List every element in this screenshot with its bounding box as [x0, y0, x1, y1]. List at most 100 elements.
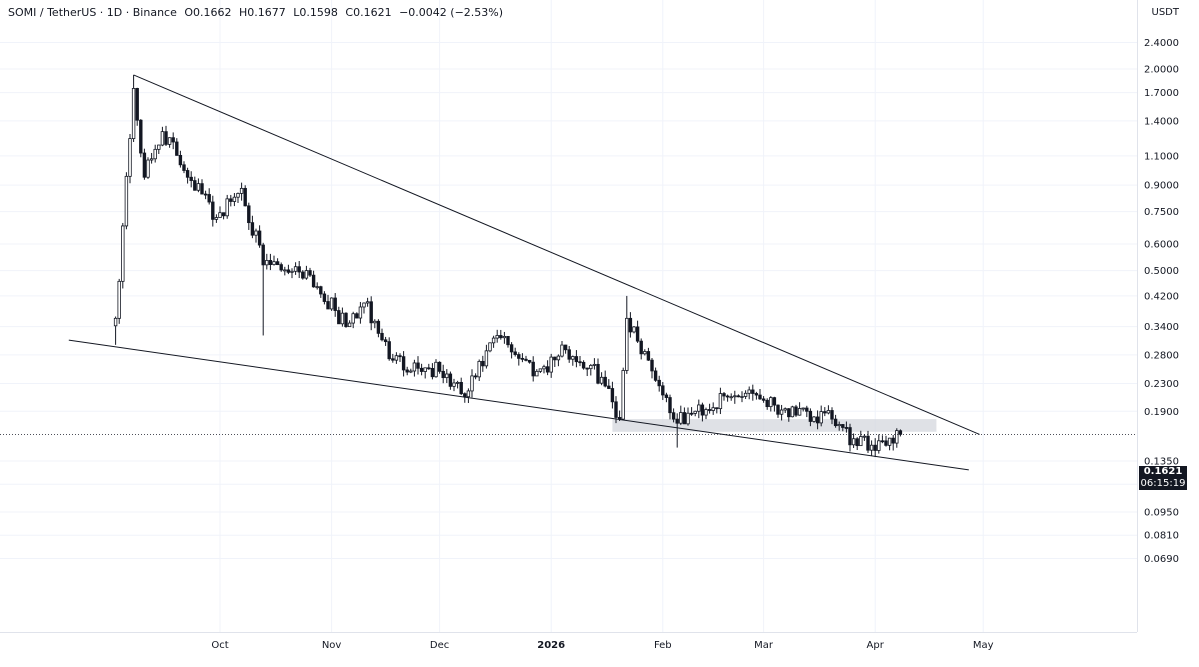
- candle-body-up: [592, 363, 597, 366]
- candle-body-up: [589, 365, 593, 370]
- candle-body-down: [427, 367, 431, 370]
- time-tick-label: Mar: [754, 640, 774, 651]
- candle-body-up: [347, 322, 352, 328]
- candle: [668, 394, 672, 420]
- candle-body-up: [556, 355, 561, 361]
- candle-body-down: [664, 394, 669, 398]
- candle: [855, 437, 859, 451]
- time-tick-label: Apr: [867, 640, 885, 651]
- candle-body-up: [113, 317, 118, 327]
- candle-body-up: [160, 131, 165, 146]
- candle-body-down: [247, 205, 251, 224]
- candle: [380, 328, 384, 342]
- candle: [556, 354, 561, 367]
- candle-body-down: [135, 88, 139, 121]
- candle-body-down: [448, 373, 453, 387]
- candle: [653, 367, 658, 382]
- candle: [628, 312, 633, 338]
- candle-body-down: [513, 351, 517, 355]
- candle: [477, 359, 481, 381]
- candle-body-up: [283, 269, 287, 272]
- candle: [697, 399, 701, 419]
- candle-body-up: [265, 260, 269, 266]
- candle: [185, 167, 190, 184]
- candle: [639, 338, 643, 360]
- candle-body-up: [340, 312, 345, 325]
- candle-body-up: [412, 362, 417, 372]
- candle: [812, 415, 816, 423]
- candle: [844, 421, 849, 433]
- candle-body-up: [315, 286, 319, 289]
- candle: [135, 87, 139, 126]
- currency-label[interactable]: USDT: [1151, 7, 1179, 18]
- candle-body-down: [758, 394, 762, 400]
- candle: [891, 435, 895, 451]
- candle: [229, 194, 233, 207]
- candle: [646, 347, 651, 361]
- candle: [275, 258, 280, 266]
- candle: [689, 407, 694, 416]
- candle: [139, 119, 143, 158]
- candle: [265, 253, 269, 270]
- candle: [200, 179, 204, 195]
- candle: [707, 403, 712, 414]
- candle: [445, 369, 449, 384]
- candle: [221, 212, 226, 220]
- candle: [196, 178, 201, 193]
- candle-body-up: [693, 410, 697, 414]
- candle-body-down: [563, 344, 568, 351]
- candle-body-up: [895, 430, 899, 444]
- price-tick-label: 0.2300: [1144, 379, 1179, 390]
- candle-body-down: [380, 332, 384, 341]
- candle: [362, 302, 366, 314]
- candle: [704, 407, 708, 420]
- candle-body-up: [218, 212, 222, 218]
- candle: [823, 407, 827, 417]
- candles-layer: [113, 74, 903, 458]
- candle-body-down: [203, 193, 208, 196]
- price-tick-label: 0.5000: [1144, 266, 1179, 277]
- candle-body-down: [700, 404, 705, 416]
- candle-body-up: [358, 306, 363, 319]
- candle-body-down: [229, 198, 233, 202]
- candle: [610, 381, 615, 409]
- candle-body-down: [401, 356, 406, 371]
- candle-body-down: [297, 266, 301, 273]
- candle-body-up: [121, 225, 125, 282]
- ohlc-open: O0.1662: [184, 6, 232, 19]
- symbol-title[interactable]: SOMI / TetherUS · 1D · Binance: [8, 6, 177, 19]
- candle: [862, 434, 867, 441]
- price-tick-label: 1.7000: [1144, 88, 1179, 99]
- candle: [427, 363, 431, 370]
- candle: [409, 368, 413, 374]
- candle-body-down: [545, 366, 550, 373]
- candle-body-down: [520, 357, 525, 360]
- ohlc-high: H0.1677: [239, 6, 286, 19]
- candle-body-down: [355, 313, 359, 319]
- candle: [463, 392, 467, 403]
- candle: [412, 359, 417, 377]
- price-tick-label: 0.0690: [1144, 554, 1179, 565]
- candle: [884, 435, 888, 447]
- candle: [387, 337, 391, 361]
- candle: [419, 363, 424, 376]
- candle: [700, 402, 705, 422]
- candle-body-up: [434, 361, 438, 378]
- candle: [531, 356, 535, 382]
- candle: [128, 134, 132, 184]
- candle-body-down: [675, 418, 679, 424]
- price-tick-label: 1.4000: [1144, 116, 1179, 127]
- candle: [416, 356, 420, 375]
- candle: [733, 390, 737, 404]
- candle-body-down: [866, 435, 870, 451]
- candle-body-down: [646, 351, 651, 361]
- support-zone-layer: [612, 419, 937, 432]
- candle-body-down: [815, 416, 820, 424]
- candle: [711, 402, 715, 415]
- candle-body-down: [650, 359, 654, 372]
- candle-body-down: [142, 152, 147, 178]
- candle-body-down: [221, 212, 226, 217]
- candle-body-down: [391, 358, 395, 361]
- candle-body-down: [250, 222, 255, 236]
